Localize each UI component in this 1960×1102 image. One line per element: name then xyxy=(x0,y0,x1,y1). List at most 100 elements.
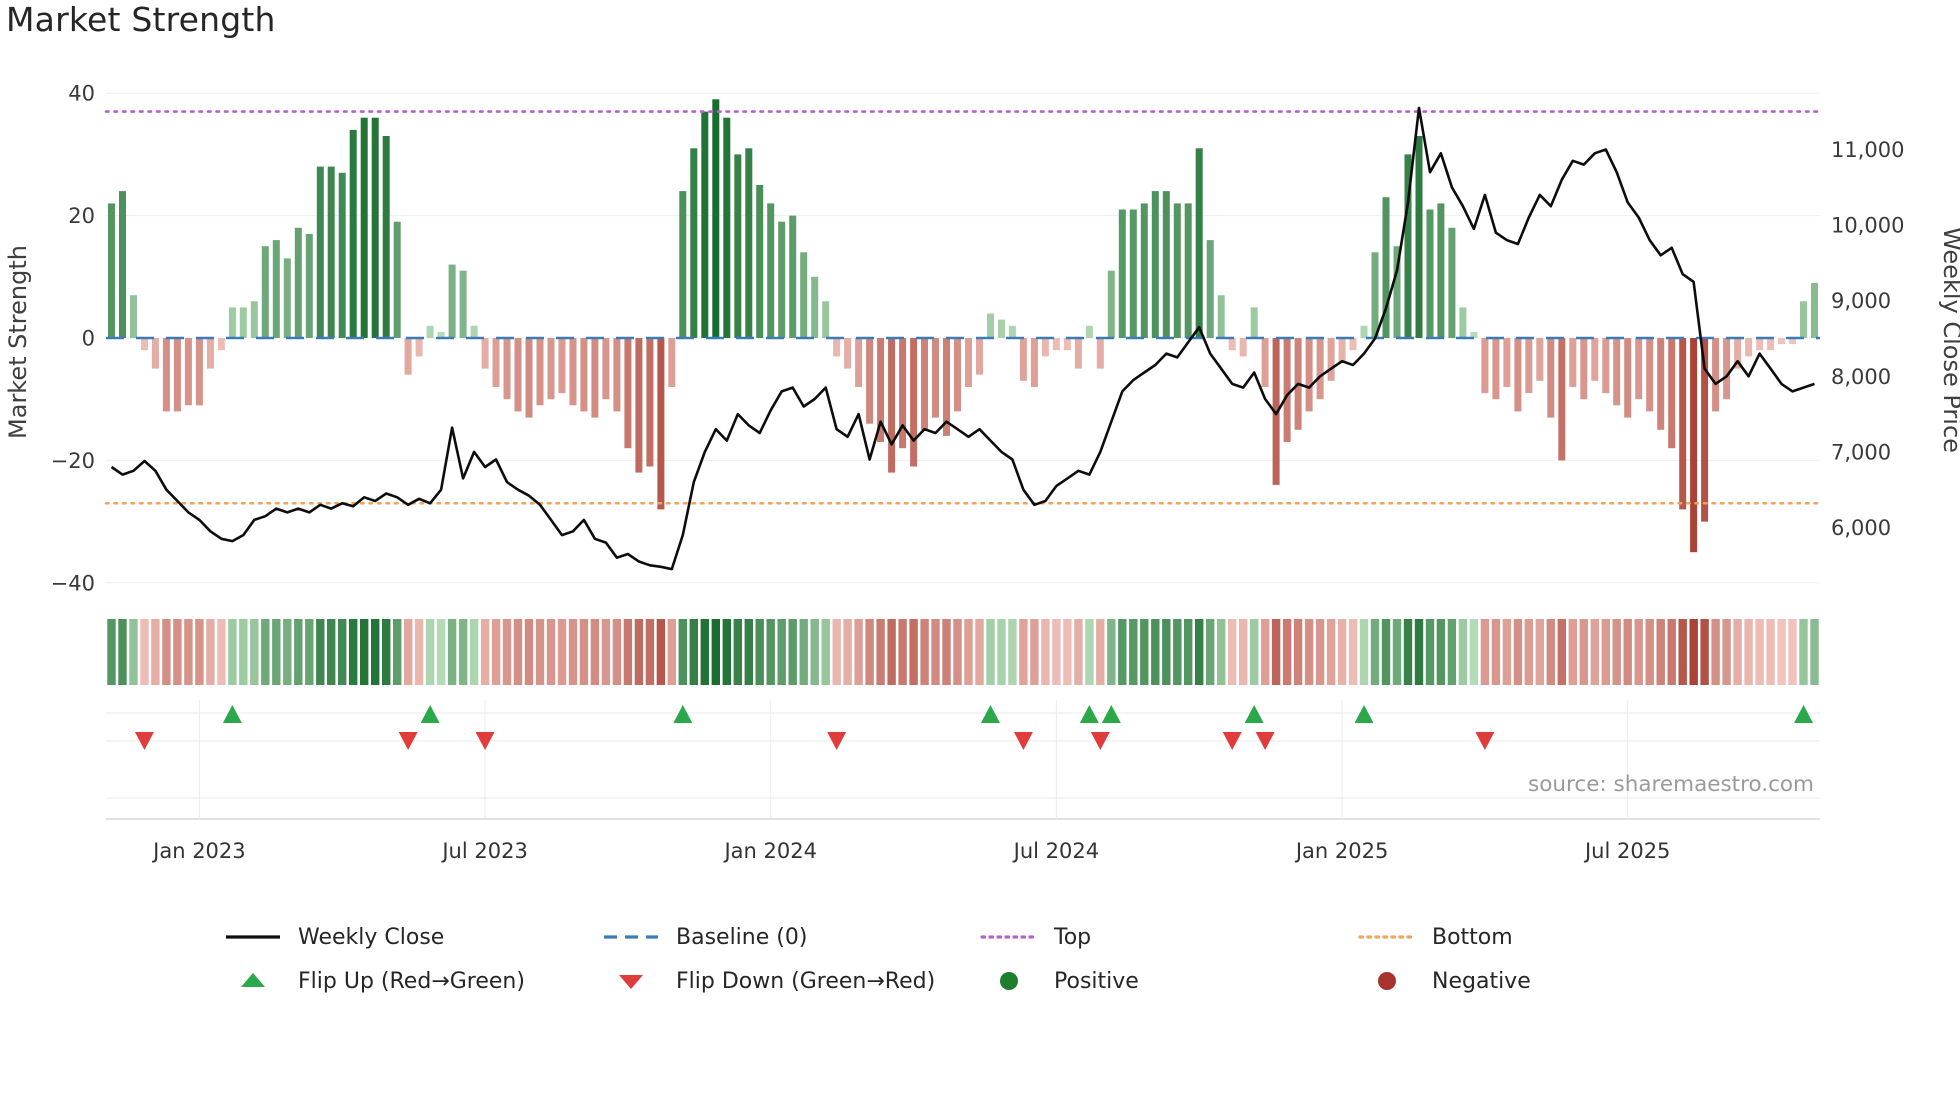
strength-bar xyxy=(767,203,775,338)
strength-bar xyxy=(1052,338,1060,351)
heatmap-cell xyxy=(865,619,874,685)
heatmap-cell xyxy=(1634,619,1643,685)
chart-legend: Weekly Close Baseline (0) Top Bottom Flip U… xyxy=(224,916,1736,1002)
heatmap-cell xyxy=(228,619,237,685)
heatmap-cell xyxy=(1436,619,1446,685)
bottom-swatch xyxy=(1358,925,1416,949)
heatmap-cell xyxy=(1162,619,1171,685)
y-right-axis-title: Weekly Close Price xyxy=(1938,227,1960,453)
heatmap-cell xyxy=(349,619,358,685)
strength-bar xyxy=(1041,338,1049,357)
heatmap-cell xyxy=(1667,619,1676,685)
strength-bar xyxy=(910,338,918,467)
heatmap-cell xyxy=(1513,619,1523,685)
legend-label-baseline: Baseline (0) xyxy=(676,924,808,950)
heatmap-cell xyxy=(338,619,347,685)
heatmap-cell xyxy=(821,619,830,685)
x-tick-label: Jan 2025 xyxy=(1294,839,1389,863)
strength-bar xyxy=(184,338,192,406)
heatmap-cell xyxy=(1085,619,1094,685)
strength-bar xyxy=(1371,252,1379,338)
strength-bar xyxy=(547,338,555,400)
baseline-swatch xyxy=(602,925,660,949)
heatmap-cell xyxy=(404,619,413,685)
heatmap-cell xyxy=(843,619,852,685)
heatmap-cell xyxy=(524,619,534,685)
positive-swatch-shape xyxy=(1000,972,1018,990)
heatmap-cell xyxy=(777,619,786,685)
strength-bar xyxy=(1349,338,1357,351)
heatmap-cell xyxy=(1008,619,1017,685)
heatmap-cell xyxy=(162,619,171,685)
strength-bar xyxy=(1657,338,1665,430)
heatmap-cell xyxy=(414,619,424,685)
heatmap-cell xyxy=(601,619,611,685)
heatmap-cell xyxy=(887,619,896,685)
heatmap-cell xyxy=(1502,619,1512,685)
strength-bar xyxy=(228,307,236,338)
strength-bar xyxy=(932,338,939,418)
strength-bar xyxy=(349,129,357,338)
heatmap-cell xyxy=(1304,619,1314,685)
flip-up-marker xyxy=(1354,705,1374,723)
heatmap-cell xyxy=(568,619,578,685)
strength-bar xyxy=(1745,338,1753,357)
heatmap-cell xyxy=(480,619,490,685)
strength-bar xyxy=(1063,338,1071,351)
strength-bar xyxy=(613,338,621,412)
flip-up-swatch-icon xyxy=(241,973,265,987)
heatmap-cell xyxy=(1601,619,1610,685)
flip-up-marker xyxy=(1101,705,1121,723)
heatmap-cell xyxy=(733,619,742,685)
y-right-tick-label: 8,000 xyxy=(1831,365,1891,389)
legend-item-negative: Negative xyxy=(1358,960,1736,1002)
strength-bar xyxy=(250,301,258,338)
strength-bar xyxy=(1481,338,1489,394)
strength-bar xyxy=(1448,227,1456,338)
heatmap-cell xyxy=(1744,619,1753,685)
heatmap-cell xyxy=(810,619,819,685)
heatmap-cell xyxy=(1019,619,1028,685)
strength-bar xyxy=(1206,240,1214,338)
heatmap-cell xyxy=(1151,619,1160,685)
y-left-tick-label: −40 xyxy=(51,571,95,595)
heatmap-cell xyxy=(832,619,841,685)
heatmap-cell xyxy=(590,619,600,685)
heatmap-cell xyxy=(272,619,281,685)
heatmap-cell xyxy=(722,619,731,685)
heatmap-cell xyxy=(1788,619,1797,685)
negative-swatch-shape xyxy=(1378,972,1396,990)
heatmap-cell xyxy=(1206,619,1215,685)
strength-bar xyxy=(690,148,698,338)
strength-bar xyxy=(316,166,324,338)
heatmap-cell xyxy=(1524,619,1533,685)
strength-bar xyxy=(130,295,137,338)
heatmap-cell xyxy=(1755,619,1764,685)
strength-bar xyxy=(987,313,994,338)
y-right-tick-label: 7,000 xyxy=(1831,440,1891,464)
heatmap-cell xyxy=(294,619,303,685)
heatmap-cell xyxy=(1425,619,1435,685)
strength-bar xyxy=(866,338,874,424)
negative-swatch-icon xyxy=(1378,972,1396,990)
heatmap-cell xyxy=(1381,619,1391,685)
positive-swatch xyxy=(980,969,1038,993)
heatmap-cell xyxy=(546,619,556,685)
heatmap-cell xyxy=(1645,619,1654,685)
strength-bar xyxy=(1492,338,1500,400)
flip-down-swatch-icon xyxy=(619,975,643,989)
strength-bar xyxy=(371,117,379,338)
heatmap-cell xyxy=(1491,619,1501,685)
strength-bar xyxy=(305,234,313,338)
heatmap-cell xyxy=(920,619,929,685)
x-tick-label: Jan 2024 xyxy=(722,839,817,863)
flip-up-swatch xyxy=(224,969,282,993)
heatmap-cell xyxy=(1041,619,1050,685)
strength-bar xyxy=(448,264,456,338)
heatmap-cell xyxy=(579,619,589,685)
heatmap-cell xyxy=(1096,619,1105,685)
strength-bar xyxy=(151,338,159,369)
heatmap-cell xyxy=(557,619,567,685)
strength-bar xyxy=(426,325,434,338)
strength-bar xyxy=(492,338,500,387)
